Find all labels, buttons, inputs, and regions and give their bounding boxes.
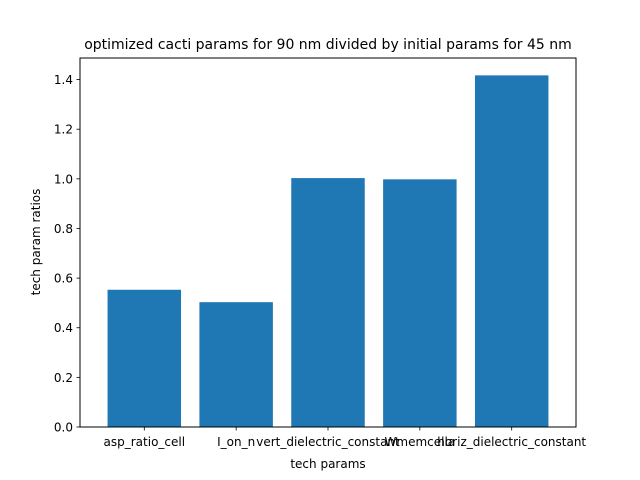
y-tick-label: 0.2 (54, 371, 73, 385)
y-tick-label: 0.0 (54, 421, 73, 435)
y-tick-label: 1.0 (54, 172, 73, 186)
y-tick-label: 0.6 (54, 272, 73, 286)
x-tick-label: horiz_dielectric_constant (437, 435, 586, 449)
y-tick-label: 0.8 (54, 222, 73, 236)
x-axis: asp_ratio_cell I_on_n vert_dielectric_cons… (104, 427, 586, 449)
x-tick-label: asp_ratio_cell (104, 435, 186, 449)
x-tick-label: vert_dielectric_constant (256, 435, 400, 449)
y-tick-label: 1.4 (54, 73, 73, 87)
x-axis-label: tech params (290, 457, 365, 471)
bar-i-on-n (199, 302, 273, 427)
chart-title: optimized cacti params for 90 nm divided… (84, 37, 572, 53)
bar-asp-ratio-cell (107, 289, 182, 427)
bar-horiz-dielectric-constant (474, 75, 549, 428)
y-tick-label: 1.2 (54, 123, 73, 137)
x-tick-label: Wmemcella (385, 435, 456, 449)
x-tick-label: I_on_n (217, 435, 255, 449)
bars-group (107, 75, 549, 428)
y-axis-label: tech param ratios (29, 189, 43, 296)
bar-vert-dielectric-constant (291, 178, 365, 427)
y-axis: 0.0 0.2 0.4 0.6 0.8 1.0 1.2 1.4 (54, 73, 80, 435)
y-tick-label: 0.4 (54, 321, 73, 335)
plot-frame (79, 57, 577, 428)
bar-wmemcella (383, 179, 457, 427)
